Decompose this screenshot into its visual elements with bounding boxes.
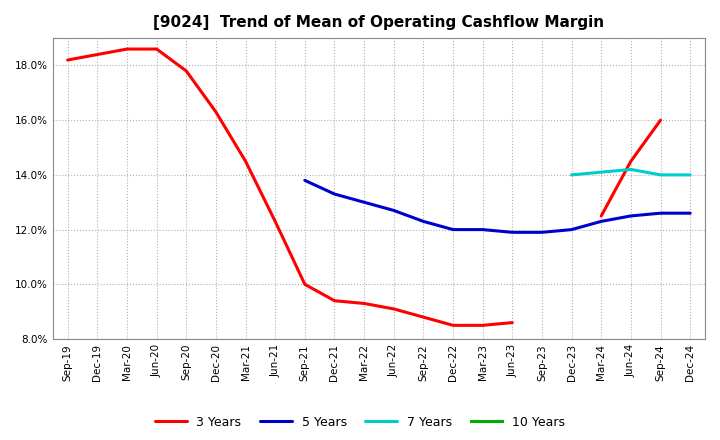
3 Years	[241, 158, 250, 164]
3 Years	[419, 315, 428, 320]
5 Years	[330, 191, 339, 197]
7 Years	[626, 167, 635, 172]
3 Years	[478, 323, 487, 328]
5 Years	[567, 227, 576, 232]
3 Years	[360, 301, 369, 306]
5 Years	[478, 227, 487, 232]
3 Years	[212, 109, 220, 114]
3 Years	[300, 282, 309, 287]
3 Years	[63, 57, 72, 62]
Legend: 3 Years, 5 Years, 7 Years, 10 Years: 3 Years, 5 Years, 7 Years, 10 Years	[150, 411, 570, 434]
5 Years	[449, 227, 457, 232]
7 Years	[567, 172, 576, 177]
5 Years	[300, 178, 309, 183]
3 Years	[508, 320, 517, 325]
3 Years	[122, 46, 131, 51]
3 Years	[93, 52, 102, 57]
5 Years	[656, 211, 665, 216]
Line: 7 Years: 7 Years	[572, 169, 690, 175]
Title: [9024]  Trend of Mean of Operating Cashflow Margin: [9024] Trend of Mean of Operating Cashfl…	[153, 15, 605, 30]
5 Years	[360, 200, 369, 205]
7 Years	[597, 169, 606, 175]
3 Years	[182, 68, 191, 73]
5 Years	[419, 219, 428, 224]
Line: 5 Years: 5 Years	[305, 180, 690, 232]
5 Years	[626, 213, 635, 219]
3 Years	[330, 298, 339, 303]
5 Years	[508, 230, 517, 235]
5 Years	[686, 211, 695, 216]
5 Years	[597, 219, 606, 224]
5 Years	[538, 230, 546, 235]
5 Years	[390, 208, 398, 213]
7 Years	[686, 172, 695, 177]
7 Years	[656, 172, 665, 177]
3 Years	[390, 306, 398, 312]
Line: 3 Years: 3 Years	[68, 49, 513, 325]
3 Years	[153, 46, 161, 51]
3 Years	[271, 219, 279, 224]
3 Years	[449, 323, 457, 328]
